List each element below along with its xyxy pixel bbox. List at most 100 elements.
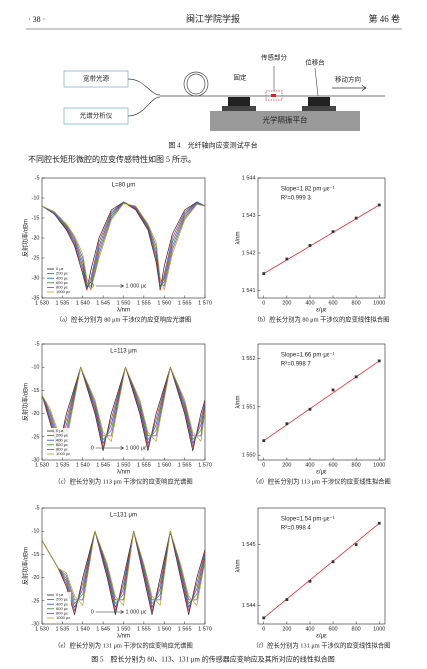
- legend-label: 800 με: [56, 446, 68, 451]
- data-point: [377, 203, 381, 207]
- y-axis-label: 反射功率/dBm: [22, 547, 30, 585]
- x-tick-label: 1 570: [198, 626, 212, 632]
- x-tick-label: 800: [352, 300, 361, 306]
- x-tick-label: 1000: [373, 462, 385, 468]
- y-tick-label: -20: [32, 411, 40, 417]
- setup-diagram: 宽带光源 光谱分析仪 光学隔振平台 传感部分 固定 位移台 移动方向: [63, 52, 385, 131]
- y-tick-label: -25: [32, 255, 40, 261]
- x-tick-label: 1 570: [198, 462, 212, 468]
- shift-arrow: [95, 446, 125, 450]
- legend-label: 400 με: [56, 601, 68, 606]
- clamp: [228, 97, 250, 107]
- fiber-coil: [186, 73, 206, 95]
- legend-label: 800 με: [56, 284, 68, 289]
- x-tick-label: 1 560: [157, 626, 171, 632]
- y-tick-label: -15: [32, 552, 40, 558]
- y-axis-label: λ/nm: [236, 559, 242, 572]
- annotation: Slope=1.66 pm·με⁻¹: [281, 353, 335, 359]
- legend-label: 600 με: [56, 280, 68, 285]
- legend-label: 200 με: [56, 433, 68, 438]
- data-point: [262, 439, 266, 443]
- legend-label: 1000 με: [56, 451, 70, 456]
- data-point: [354, 543, 358, 547]
- journal-name: 闽江学院学报: [186, 13, 240, 24]
- legend-label: 0 με: [56, 428, 64, 433]
- platform: [210, 111, 360, 131]
- y-tick-label: -30: [32, 457, 40, 463]
- y-tick-label: -25: [32, 434, 40, 440]
- annotation: 0: [91, 283, 94, 289]
- annotation: 1 000 με: [126, 609, 147, 615]
- x-tick-label: 1000: [373, 626, 385, 632]
- data-point: [308, 244, 312, 247]
- x-tick-label: 400: [305, 462, 314, 468]
- spectrum-line: [42, 530, 205, 606]
- stage-base: [302, 106, 336, 111]
- data-point: [377, 521, 381, 525]
- y-tick-label: -10: [32, 529, 40, 535]
- x-tick-label: 1 530: [35, 300, 49, 306]
- y-tick-label: 1 543: [242, 213, 256, 219]
- annotation: 0: [91, 445, 94, 451]
- volume: 第 46 卷: [368, 13, 400, 24]
- chart-title: L=113 μm: [110, 349, 137, 355]
- x-tick-label: 1 545: [96, 626, 110, 632]
- x-tick-label: 1 550: [117, 300, 131, 306]
- analyzer-label: 光谱分析仪: [80, 110, 113, 119]
- data-point: [331, 560, 335, 564]
- x-tick-label: 1 555: [137, 462, 151, 468]
- y-tick-label: -10: [32, 365, 40, 371]
- page-number: · 38 ·: [28, 15, 45, 24]
- y-tick-label: -5: [35, 505, 40, 511]
- y-axis-label: 反射功率/dBm: [22, 383, 30, 421]
- x-tick-label: 1 530: [35, 626, 49, 632]
- y-tick-label: 1 552: [242, 356, 256, 362]
- direction-label: 移动方向: [335, 74, 361, 83]
- y-tick-label: 1 544: [242, 175, 256, 181]
- x-tick-label: 1 540: [76, 462, 90, 468]
- y-tick-label: 1 551: [242, 404, 256, 410]
- annotation: 1 000 με: [126, 445, 147, 451]
- x-tick-label: 1 550: [117, 626, 131, 632]
- spectrum-line: [42, 203, 205, 291]
- y-tick-label: 1 550: [242, 453, 256, 459]
- data-point: [377, 359, 381, 363]
- x-tick-label: 0: [262, 300, 265, 306]
- spectrum-line: [42, 530, 205, 616]
- legend-label: 0 με: [56, 592, 64, 597]
- y-axis-label: 反射功率/dBm: [22, 219, 30, 257]
- x-axis-label: ε/με: [316, 634, 327, 640]
- x-tick-label: 1 570: [198, 300, 212, 306]
- x-tick-label: 800: [352, 462, 361, 468]
- x-tick-label: 0: [262, 462, 265, 468]
- chart-title: L=131 μm: [110, 513, 137, 519]
- legend-box: [45, 592, 71, 621]
- spectrum-line: [42, 202, 205, 291]
- stage-label: 位移台: [305, 57, 325, 66]
- x-tick-label: 600: [328, 626, 337, 632]
- legend-label: 400 με: [56, 275, 68, 280]
- x-tick-label: 1 540: [76, 300, 90, 306]
- platform-label: 光学隔振平台: [263, 115, 308, 125]
- x-tick-label: 200: [282, 626, 291, 632]
- spectrum-line: [42, 530, 205, 604]
- shift-arrow: [95, 610, 125, 614]
- fit-line: [263, 360, 380, 441]
- x-tick-label: 1 560: [157, 300, 171, 306]
- data-point: [308, 407, 312, 411]
- stage: [308, 97, 330, 107]
- plot-frame: [257, 507, 386, 625]
- pointer: [314, 67, 319, 97]
- x-tick-label: 1 535: [55, 462, 69, 468]
- y-tick-label: -15: [32, 388, 40, 394]
- y-tick-label: -35: [32, 295, 40, 301]
- x-axis-label: λ/nm: [117, 308, 130, 314]
- x-tick-label: 1 535: [55, 300, 69, 306]
- x-tick-label: 1 540: [76, 626, 90, 632]
- y-tick-label: 1 545: [242, 542, 256, 548]
- y-tick-label: -15: [32, 215, 40, 221]
- sensor: [271, 94, 276, 97]
- x-axis-label: ε/με: [316, 470, 327, 476]
- data-point: [262, 616, 266, 620]
